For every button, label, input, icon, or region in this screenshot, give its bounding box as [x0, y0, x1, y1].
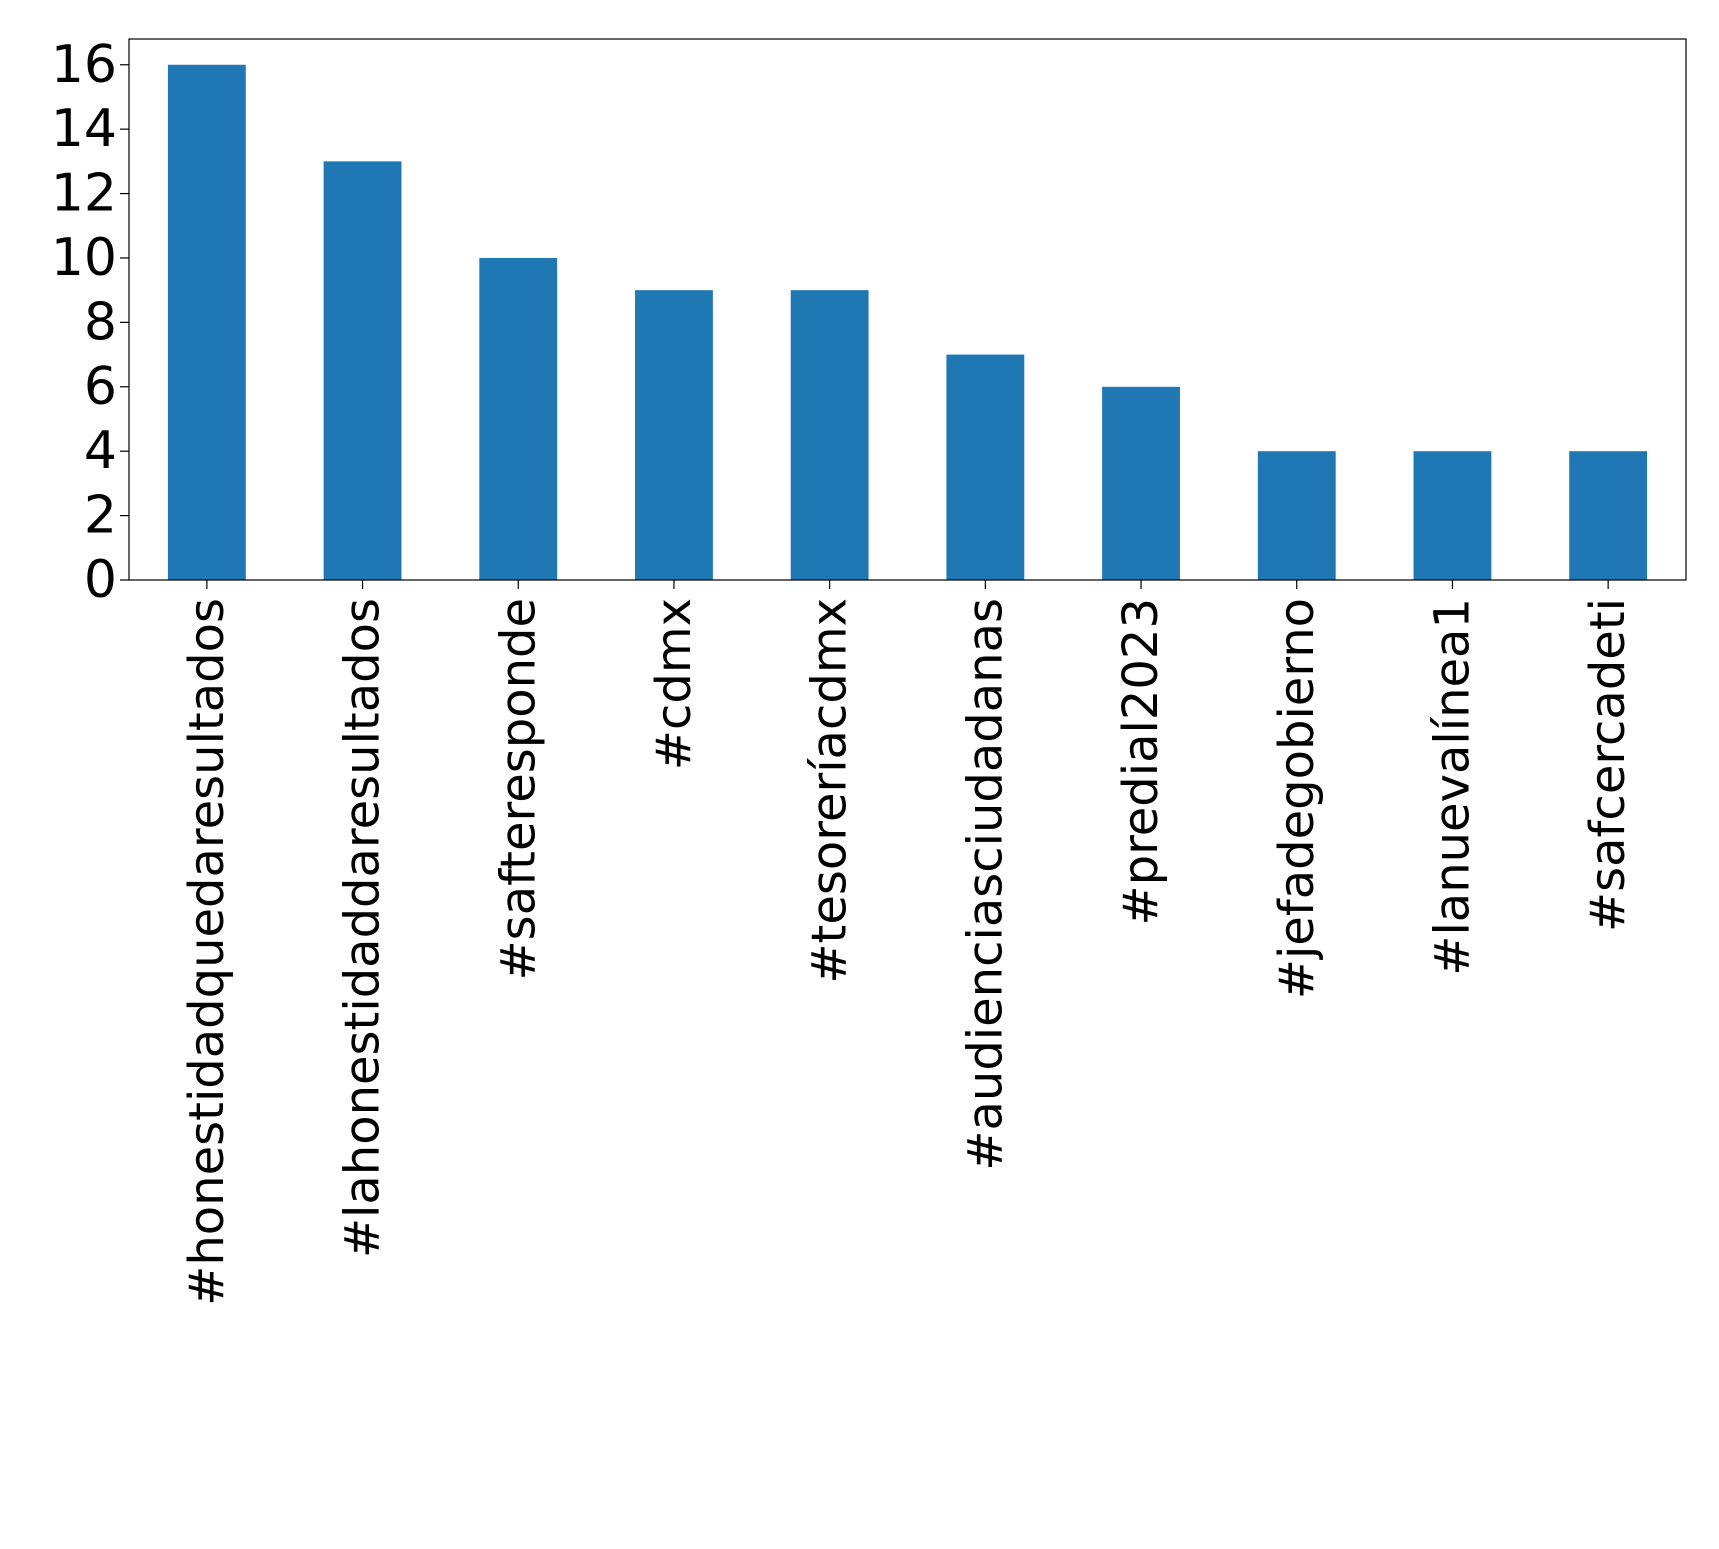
- y-tick-label: 4: [84, 421, 117, 481]
- y-tick-label: 10: [51, 228, 117, 288]
- x-tick-label: #safteresponde: [490, 598, 546, 981]
- y-tick-label: 2: [84, 486, 117, 546]
- y-tick-label: 14: [51, 99, 117, 159]
- bar-9: [1569, 451, 1648, 580]
- bar-0: [167, 64, 246, 580]
- y-tick-label: 0: [84, 550, 117, 610]
- x-tick-label: #honestidadquedaresultados: [179, 598, 235, 1306]
- bar-1: [323, 161, 402, 580]
- x-tick-label: #cdmx: [646, 598, 702, 770]
- x-tick-label: #safcercadeti: [1580, 598, 1636, 932]
- bar-8: [1413, 451, 1492, 580]
- bars-group: [167, 64, 1648, 580]
- x-axis: #honestidadquedaresultados #lahonestidadd…: [179, 580, 1636, 1306]
- y-tick-label: 6: [84, 357, 117, 417]
- bar-5: [946, 354, 1025, 580]
- bar-7: [1257, 451, 1336, 580]
- y-tick-label: 8: [84, 292, 117, 352]
- y-tick-label: 16: [51, 35, 117, 95]
- plot-frame: [128, 38, 1687, 581]
- x-tick-label: #predial2023: [1113, 598, 1169, 926]
- x-tick-label: #tesoreríacdmx: [802, 598, 858, 984]
- x-tick-label: #lanuevalínea1: [1424, 598, 1480, 976]
- bar-6: [1102, 386, 1180, 580]
- bar-3: [635, 290, 713, 580]
- x-tick-label: #lahonestidaddaresultados: [335, 598, 391, 1258]
- bar-2: [479, 257, 558, 580]
- x-tick-label: #audienciasciudadanas: [957, 598, 1013, 1171]
- y-tick-label: 12: [51, 164, 117, 224]
- bar-4: [790, 290, 869, 580]
- x-tick-label: #jefadegobierno: [1269, 598, 1325, 999]
